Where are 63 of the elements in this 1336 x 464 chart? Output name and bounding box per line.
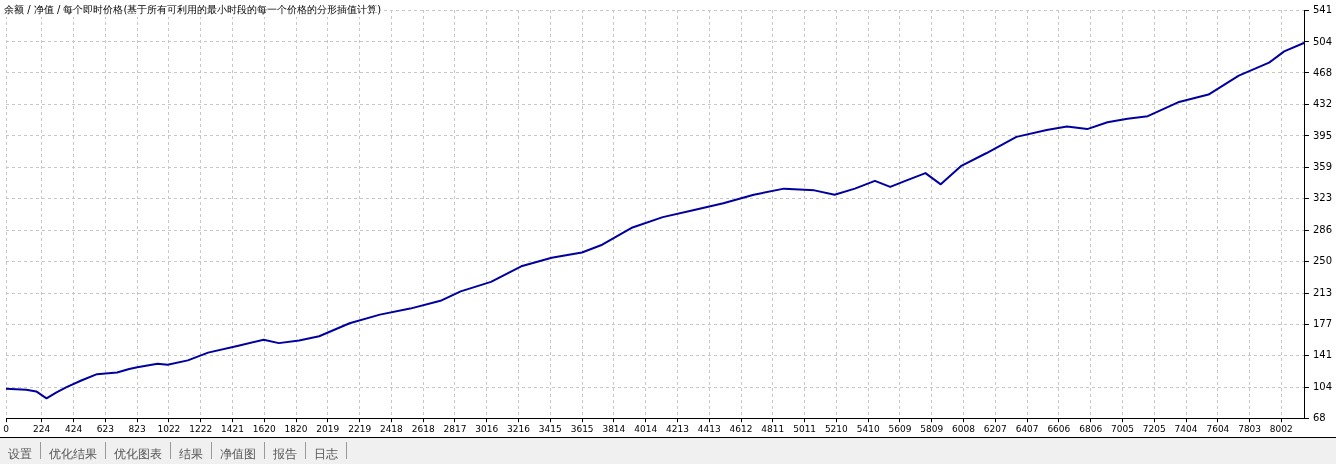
y-tick-label: 141	[1312, 348, 1333, 360]
x-tick-label: 5011	[793, 423, 817, 434]
text: 优化图表	[106, 442, 171, 461]
x-tick-label: 6806	[1079, 423, 1103, 434]
y-tick-label: 395	[1312, 129, 1333, 141]
x-tick-label: 5609	[888, 423, 912, 434]
x-tick-label: 7404	[1174, 423, 1198, 434]
x-tick-label: 6008	[952, 423, 976, 434]
x-tick-label: 3615	[570, 423, 594, 434]
x-tick-label: 7604	[1206, 423, 1230, 434]
y-tick-label: 432	[1312, 97, 1333, 109]
y-tick-label: 177	[1312, 317, 1333, 329]
x-tick-label: 1820	[284, 423, 308, 434]
chart-title: 余额 / 净值 / 每个即时价格(基于所有可利用的最小时段的每一个价格的分形插值计算)	[4, 3, 382, 17]
y-tick-label: 250	[1312, 254, 1333, 266]
x-tick-label: 6207	[983, 423, 1007, 434]
y-tick-label: 213	[1312, 286, 1333, 298]
x-tick-label: 4014	[634, 423, 658, 434]
x-tick-label: 2219	[348, 423, 372, 434]
x-tick-label: 4612	[729, 423, 753, 434]
x-tick-label: 7005	[1110, 423, 1134, 434]
x-tick-label: 2817	[443, 423, 467, 434]
x-tick-label: 3814	[602, 423, 626, 434]
x-tick-label: 1421	[221, 423, 244, 434]
text: 日志	[306, 442, 347, 461]
x-tick-label: 5410	[856, 423, 880, 434]
y-tick-label: 541	[1312, 3, 1333, 15]
text: 净值图	[212, 442, 265, 461]
y-tick-label: 68	[1312, 411, 1326, 423]
x-tick-label: 1022	[157, 423, 181, 434]
x-tick-label: 7803	[1238, 423, 1262, 434]
text: 结果	[171, 442, 212, 461]
x-tick-label: 623	[96, 423, 114, 434]
x-tick-label: 2618	[411, 423, 435, 434]
y-tick-label: 286	[1312, 223, 1333, 235]
text: 优化结果	[41, 442, 106, 461]
y-tick-label: 104	[1312, 380, 1333, 392]
x-tick-label: 0	[3, 423, 10, 434]
y-tick-label: 323	[1312, 191, 1333, 203]
y-tick-label: 468	[1312, 66, 1333, 78]
x-tick-label: 3016	[475, 423, 499, 434]
x-tick-label: 823	[128, 423, 146, 434]
x-tick-label: 5210	[824, 423, 849, 434]
x-tick-label: 3415	[538, 423, 562, 434]
x-tick-label: 424	[64, 423, 83, 434]
x-tick-label: 2019	[316, 423, 340, 434]
x-tick-label: 6606	[1047, 423, 1071, 434]
x-tick-label: 1222	[189, 423, 213, 434]
x-tick-label: 2418	[379, 423, 404, 434]
x-tick-label: 1620	[252, 423, 276, 434]
y-tick-label: 504	[1312, 35, 1333, 47]
y-tick-label: 359	[1312, 160, 1333, 172]
x-tick-label: 4213	[666, 423, 689, 434]
x-tick-label: 4811	[761, 423, 785, 434]
text: 报告	[265, 442, 306, 461]
text: 设置	[0, 442, 41, 461]
x-tick-label: 6407	[1015, 423, 1039, 434]
x-tick-label: 224	[33, 423, 51, 434]
x-tick-label: 4413	[697, 423, 721, 434]
x-tick-label: 3216	[507, 423, 531, 434]
x-tick-label: 8002	[1269, 423, 1293, 434]
x-tick-label: 5809	[920, 423, 944, 434]
x-tick-label: 7205	[1142, 423, 1166, 434]
